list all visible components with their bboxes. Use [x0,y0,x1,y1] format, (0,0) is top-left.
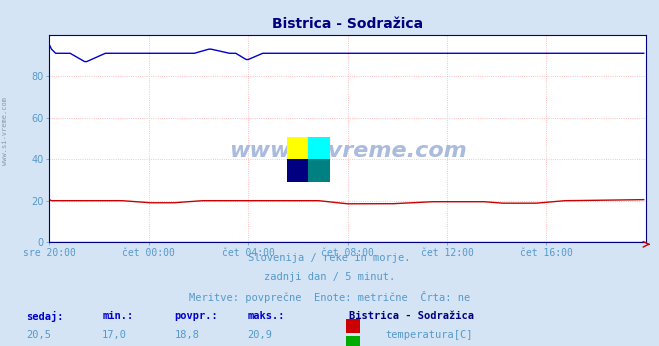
Bar [287,137,308,159]
Text: min.:: min.: [102,311,133,321]
Bar [287,159,308,182]
Text: www.si-vreme.com: www.si-vreme.com [229,141,467,161]
Text: 18,8: 18,8 [175,330,200,340]
Text: www.si-vreme.com: www.si-vreme.com [2,98,9,165]
Bar [308,137,330,159]
Bar [308,159,330,182]
Text: Slovenija / reke in morje.: Slovenija / reke in morje. [248,253,411,263]
Title: Bistrica - Sodražica: Bistrica - Sodražica [272,17,423,31]
Text: Meritve: povprečne  Enote: metrične  Črta: ne: Meritve: povprečne Enote: metrične Črta:… [189,291,470,303]
Text: zadnji dan / 5 minut.: zadnji dan / 5 minut. [264,272,395,282]
Text: maks.:: maks.: [247,311,285,321]
Text: Bistrica - Sodražica: Bistrica - Sodražica [349,311,474,321]
Text: 17,0: 17,0 [102,330,127,340]
Text: 20,9: 20,9 [247,330,272,340]
Text: temperatura[C]: temperatura[C] [386,330,473,340]
Text: povpr.:: povpr.: [175,311,218,321]
Text: sedaj:: sedaj: [26,311,64,322]
Text: 20,5: 20,5 [26,330,51,340]
